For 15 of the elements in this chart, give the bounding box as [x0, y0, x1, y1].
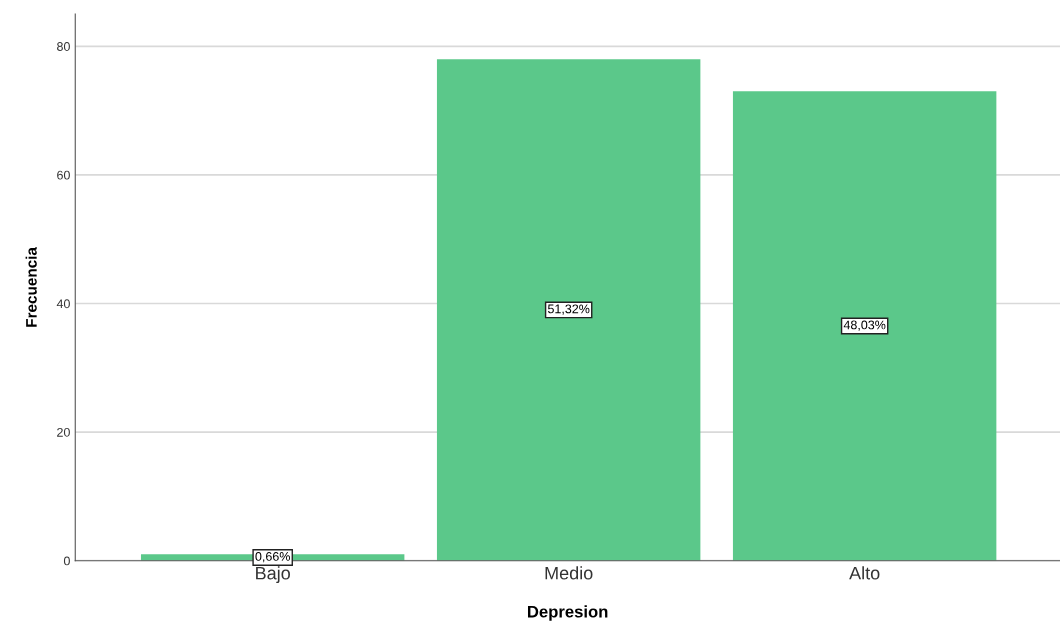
x-tick-label: Alto: [849, 566, 880, 580]
annotation: 48,03%: [843, 320, 886, 331]
y-tick-label: 20: [57, 427, 70, 437]
y-axis-title: Frecuencia: [25, 246, 37, 327]
bar: [732, 91, 997, 561]
x-tick-label: Medio: [545, 566, 593, 580]
y-tick-label: 80: [57, 42, 70, 51]
y-tick-label: 40: [56, 299, 70, 309]
annotation: 51,32%: [547, 304, 590, 315]
bar: [436, 59, 701, 561]
x-axis-title: Depresion: [528, 605, 608, 621]
x-tick-label: Bajo: [256, 566, 290, 584]
y-tick-label: 0: [63, 556, 70, 566]
y-tick-label: 60: [57, 170, 70, 180]
annotation: 0,66%: [255, 551, 290, 563]
